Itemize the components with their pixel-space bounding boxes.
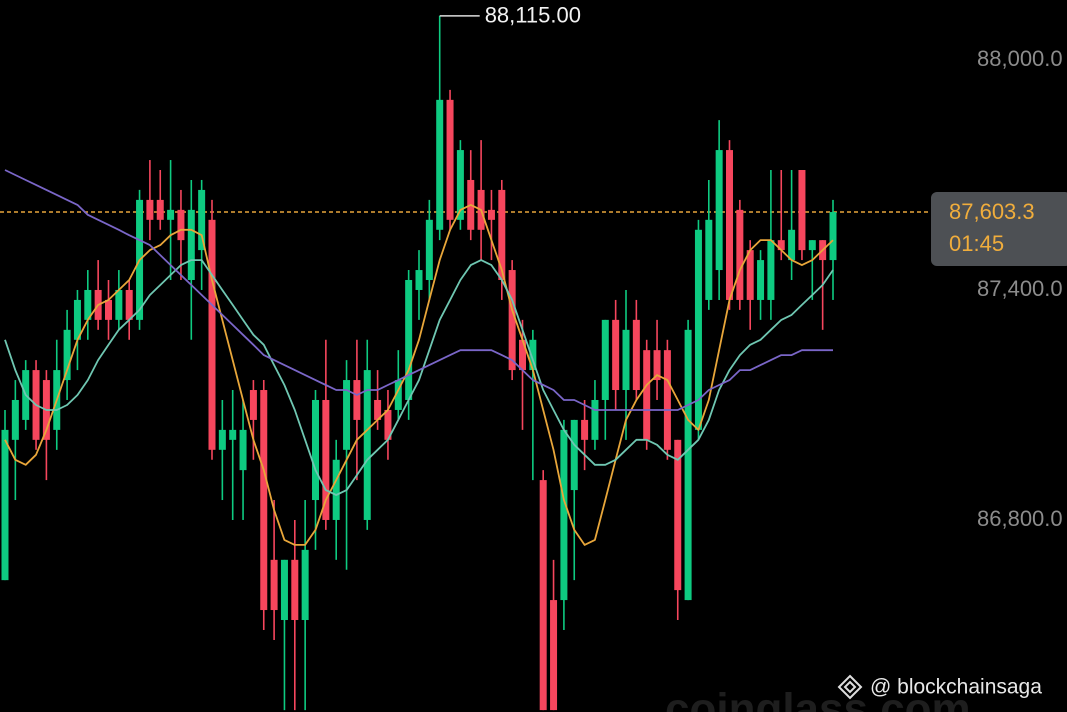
candle-body (187, 209, 195, 281)
candle-body (529, 339, 537, 371)
candle-body (550, 600, 558, 711)
candle-body (84, 289, 92, 320)
candle-body (177, 209, 185, 241)
candle-body (260, 390, 268, 611)
candle-body (384, 409, 392, 440)
candle-body (788, 229, 796, 261)
candle-body (487, 209, 495, 220)
candle-body (343, 380, 351, 450)
candle-body (1, 429, 9, 581)
candle-body (156, 199, 164, 220)
candle-body (146, 199, 154, 220)
candle-body (280, 559, 288, 621)
watermark-site: coinglass.com (665, 685, 971, 712)
candle-body (125, 289, 133, 320)
candle-body (115, 289, 123, 320)
candle-body (736, 209, 744, 300)
candle-body (425, 219, 433, 281)
candle-body (239, 429, 247, 471)
candle-body (581, 419, 589, 440)
candle-body (808, 240, 816, 251)
candle-body (353, 380, 361, 420)
candle-body (229, 429, 237, 440)
candle-body (394, 380, 402, 410)
moving-average-line (4, 169, 833, 411)
candle-body (312, 399, 319, 501)
candle-body (777, 240, 785, 251)
y-tick-label: 86,800.0 (977, 506, 1063, 531)
candle-body (167, 209, 175, 220)
candle-body (270, 559, 278, 611)
candle-body (746, 250, 754, 300)
candle-body (322, 399, 330, 520)
candle-body (291, 559, 299, 621)
candle-body (601, 319, 609, 400)
candle-body (63, 329, 71, 381)
y-tick-label: 87,400.0 (977, 276, 1063, 301)
candle-body (612, 319, 620, 391)
candle-body (694, 229, 702, 430)
candle-body (446, 99, 454, 220)
candle-body (560, 429, 568, 601)
candle-body (519, 339, 526, 371)
candle-body (415, 270, 423, 290)
candle-body (570, 419, 578, 491)
candle-body (73, 299, 81, 340)
candle-body (218, 429, 226, 450)
candle-body (829, 212, 837, 261)
candle-body (726, 150, 733, 300)
candle-body (208, 219, 216, 450)
watermark-logo (837, 674, 863, 700)
candle-body (498, 189, 506, 281)
candle-body (674, 439, 682, 591)
candle-body (456, 150, 464, 220)
candle-body (198, 189, 206, 251)
candle-body (653, 350, 661, 381)
candle-body (757, 260, 765, 300)
candle-body (663, 350, 671, 450)
candle-body (705, 219, 713, 300)
candle-body (591, 399, 599, 440)
candle-body (363, 370, 371, 520)
candle-body (249, 390, 257, 420)
candle-body (622, 329, 630, 391)
candle-body (643, 350, 651, 440)
logo-icon (837, 674, 863, 700)
candle-body (798, 169, 806, 251)
candle-body (684, 329, 692, 601)
candle-body (374, 399, 382, 420)
candle-body (301, 549, 309, 621)
candle-body (767, 240, 775, 300)
annotation-label: 88,115.00 (485, 3, 581, 28)
candle-body (332, 459, 340, 520)
plot-area: 86,800.0 87,400.0 88,000.0 88,115.00 87,603.… (0, 3, 1067, 711)
candle-body (539, 480, 547, 711)
moving-average-line (4, 204, 834, 546)
candle-body (105, 299, 112, 320)
y-tick-label: 88,000.0 (977, 46, 1063, 71)
candle-body (436, 99, 444, 230)
candle-body (405, 280, 413, 400)
candle-body (508, 270, 516, 371)
countdown-label: 01:45 (949, 231, 1004, 256)
last-price-box (931, 192, 1067, 267)
candle-body (715, 150, 723, 271)
last-price-label: 87,603.3 (949, 199, 1035, 224)
watermark-user: @ blockchainsaga (870, 676, 1042, 699)
candle-body (11, 399, 19, 440)
moving-average-line (4, 259, 834, 496)
candle-body (632, 319, 640, 391)
